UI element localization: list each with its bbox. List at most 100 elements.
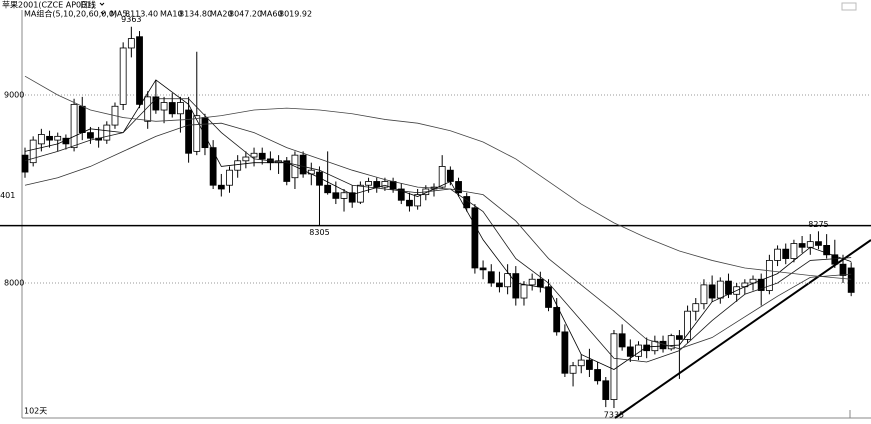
candle-body xyxy=(496,282,503,288)
candle-body xyxy=(365,181,372,186)
candle-body xyxy=(487,271,495,284)
candle-body xyxy=(839,263,847,276)
price-annotation: 7335 xyxy=(604,411,624,420)
candle-body xyxy=(586,359,593,370)
candle-body xyxy=(569,365,577,374)
indicator-dropdown[interactable] xyxy=(100,11,106,15)
candle-body xyxy=(831,254,839,265)
candle-body xyxy=(618,333,626,348)
candle-body xyxy=(708,284,716,299)
candle-body xyxy=(152,96,160,111)
candle-body xyxy=(479,267,487,271)
ma-line xyxy=(24,75,852,280)
candle-body xyxy=(815,241,822,246)
candle-body xyxy=(185,109,193,154)
candle-body xyxy=(806,241,814,248)
candle-body xyxy=(749,278,757,284)
candle-body xyxy=(414,194,422,207)
candle-body xyxy=(667,335,675,350)
candle-body xyxy=(234,160,242,171)
candle-body xyxy=(528,278,536,286)
candle-body xyxy=(70,103,78,149)
candle-body xyxy=(790,243,798,259)
candle-body xyxy=(168,102,176,115)
candle-body xyxy=(119,47,127,105)
candle-body xyxy=(397,188,405,201)
y-tick-label: 8000 xyxy=(4,279,24,288)
candle-body xyxy=(676,335,683,340)
candle-body xyxy=(553,307,561,333)
candle-body xyxy=(716,280,724,299)
legend-name: MA60 xyxy=(260,10,283,19)
candle-body xyxy=(160,102,168,111)
chart-title: 苹果2001(CZCE AP001) xyxy=(2,0,94,10)
candle-body xyxy=(250,152,258,158)
candle-body xyxy=(471,207,479,269)
legend-value: 8134.80 xyxy=(179,10,212,19)
ma-line xyxy=(24,98,852,363)
candle-body xyxy=(684,310,691,340)
candle-body xyxy=(536,278,544,288)
candle-body xyxy=(561,331,569,374)
candle-body xyxy=(242,156,250,162)
candle-body xyxy=(21,154,29,173)
candle-body xyxy=(438,166,446,188)
price-annotation: 8275 xyxy=(808,220,828,229)
candle-body xyxy=(193,115,201,152)
candle-body xyxy=(348,192,356,203)
candle-body xyxy=(258,152,266,160)
indicator[interactable]: MA组合(5,10,20,60,0,0) xyxy=(24,9,117,19)
candle-body xyxy=(520,284,528,299)
trend-line xyxy=(614,239,871,419)
candle-body xyxy=(177,102,184,115)
candle-body xyxy=(823,244,831,256)
candle-body xyxy=(103,124,111,141)
price-annotation: 9363 xyxy=(121,15,141,24)
price-annotation: 8305 xyxy=(309,228,329,237)
candle-body xyxy=(381,181,389,188)
legend-value: 8113.40 xyxy=(125,10,158,19)
candle-body xyxy=(217,184,225,190)
candle-body xyxy=(299,154,307,175)
legend-name: MA10 xyxy=(160,10,183,19)
candle-body xyxy=(340,192,348,199)
candle-body xyxy=(798,243,806,248)
candle-body xyxy=(602,380,610,400)
legend-name: MA20 xyxy=(210,10,233,19)
candle-body xyxy=(406,199,413,207)
candle-body xyxy=(37,134,45,145)
candle-body xyxy=(626,346,634,357)
candle-body xyxy=(127,38,135,49)
period-dropdown[interactable] xyxy=(99,2,105,6)
legend-value: 8019.92 xyxy=(279,10,312,19)
candle-body xyxy=(144,96,152,122)
candle-body xyxy=(46,135,53,141)
candle-body xyxy=(847,267,855,293)
candle-body xyxy=(782,248,790,259)
candle-body xyxy=(29,139,37,164)
candle-body xyxy=(373,181,381,188)
ma-line xyxy=(24,79,852,370)
candle-body xyxy=(455,181,462,194)
candle-body xyxy=(700,284,708,305)
candle-body xyxy=(226,169,233,186)
candle-body xyxy=(643,344,651,352)
candle-body xyxy=(757,278,765,291)
period[interactable]: 日线 xyxy=(80,0,96,10)
candle-body xyxy=(316,171,323,186)
candle-body xyxy=(54,135,62,141)
candle-body xyxy=(577,359,585,367)
toolbar-icon[interactable] xyxy=(841,2,857,11)
candle-body xyxy=(504,273,512,288)
candle-body xyxy=(512,273,520,299)
candle-body xyxy=(332,192,340,199)
candle-body xyxy=(610,333,618,400)
candle-body xyxy=(324,184,332,194)
candle-body xyxy=(136,36,143,105)
candle-body xyxy=(594,369,601,382)
candle-body xyxy=(283,160,291,182)
candle-body xyxy=(545,286,552,308)
